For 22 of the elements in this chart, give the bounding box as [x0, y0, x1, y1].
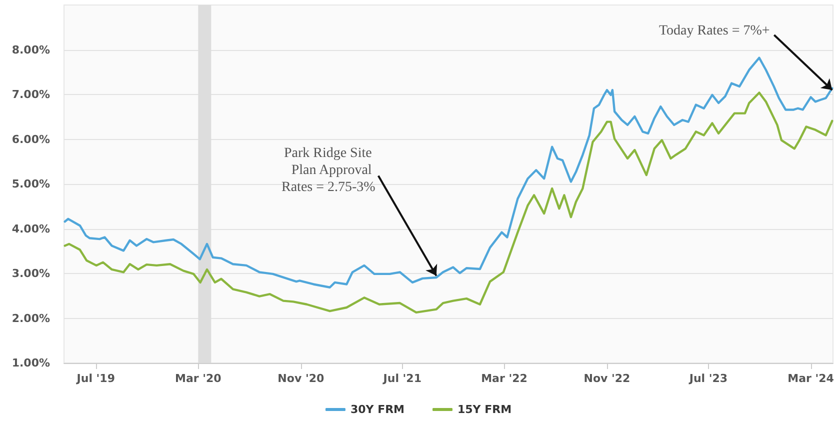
legend-label: 15Y FRM	[458, 403, 512, 416]
y-tick-label: 3.00%	[12, 267, 50, 280]
x-tick-label: Mar '20	[175, 372, 222, 385]
x-tick-label: Jul '23	[688, 372, 728, 385]
y-tick-label: 5.00%	[12, 178, 50, 190]
x-tick-label: Mar '22	[481, 372, 528, 385]
annotation: Today Rates = 7%+	[658, 23, 770, 38]
y-tick-label: 2.00%	[12, 312, 50, 325]
y-tick-label: 8.00%	[12, 43, 50, 56]
x-tick-label: Nov '22	[584, 372, 630, 385]
y-tick-label: 1.00%	[12, 356, 50, 370]
x-tick-label: Mar '24	[788, 372, 834, 385]
line-series	[64, 92, 834, 314]
y-tick-label: 4.00%	[12, 222, 50, 236]
x-tick-label: Jul '21	[382, 372, 422, 385]
x-tick-label: Nov '20	[278, 372, 324, 385]
line-series	[64, 56, 834, 288]
legend-label: 30Y FRM	[350, 403, 405, 416]
annotation: Park Ridge Site Plan Approval Rates = 2.75-3%	[282, 146, 376, 196]
y-tick-label: 7.00%	[12, 88, 50, 101]
x-tick-label: Jul '19	[76, 372, 115, 385]
y-tick-label: 6.00%	[12, 132, 50, 146]
